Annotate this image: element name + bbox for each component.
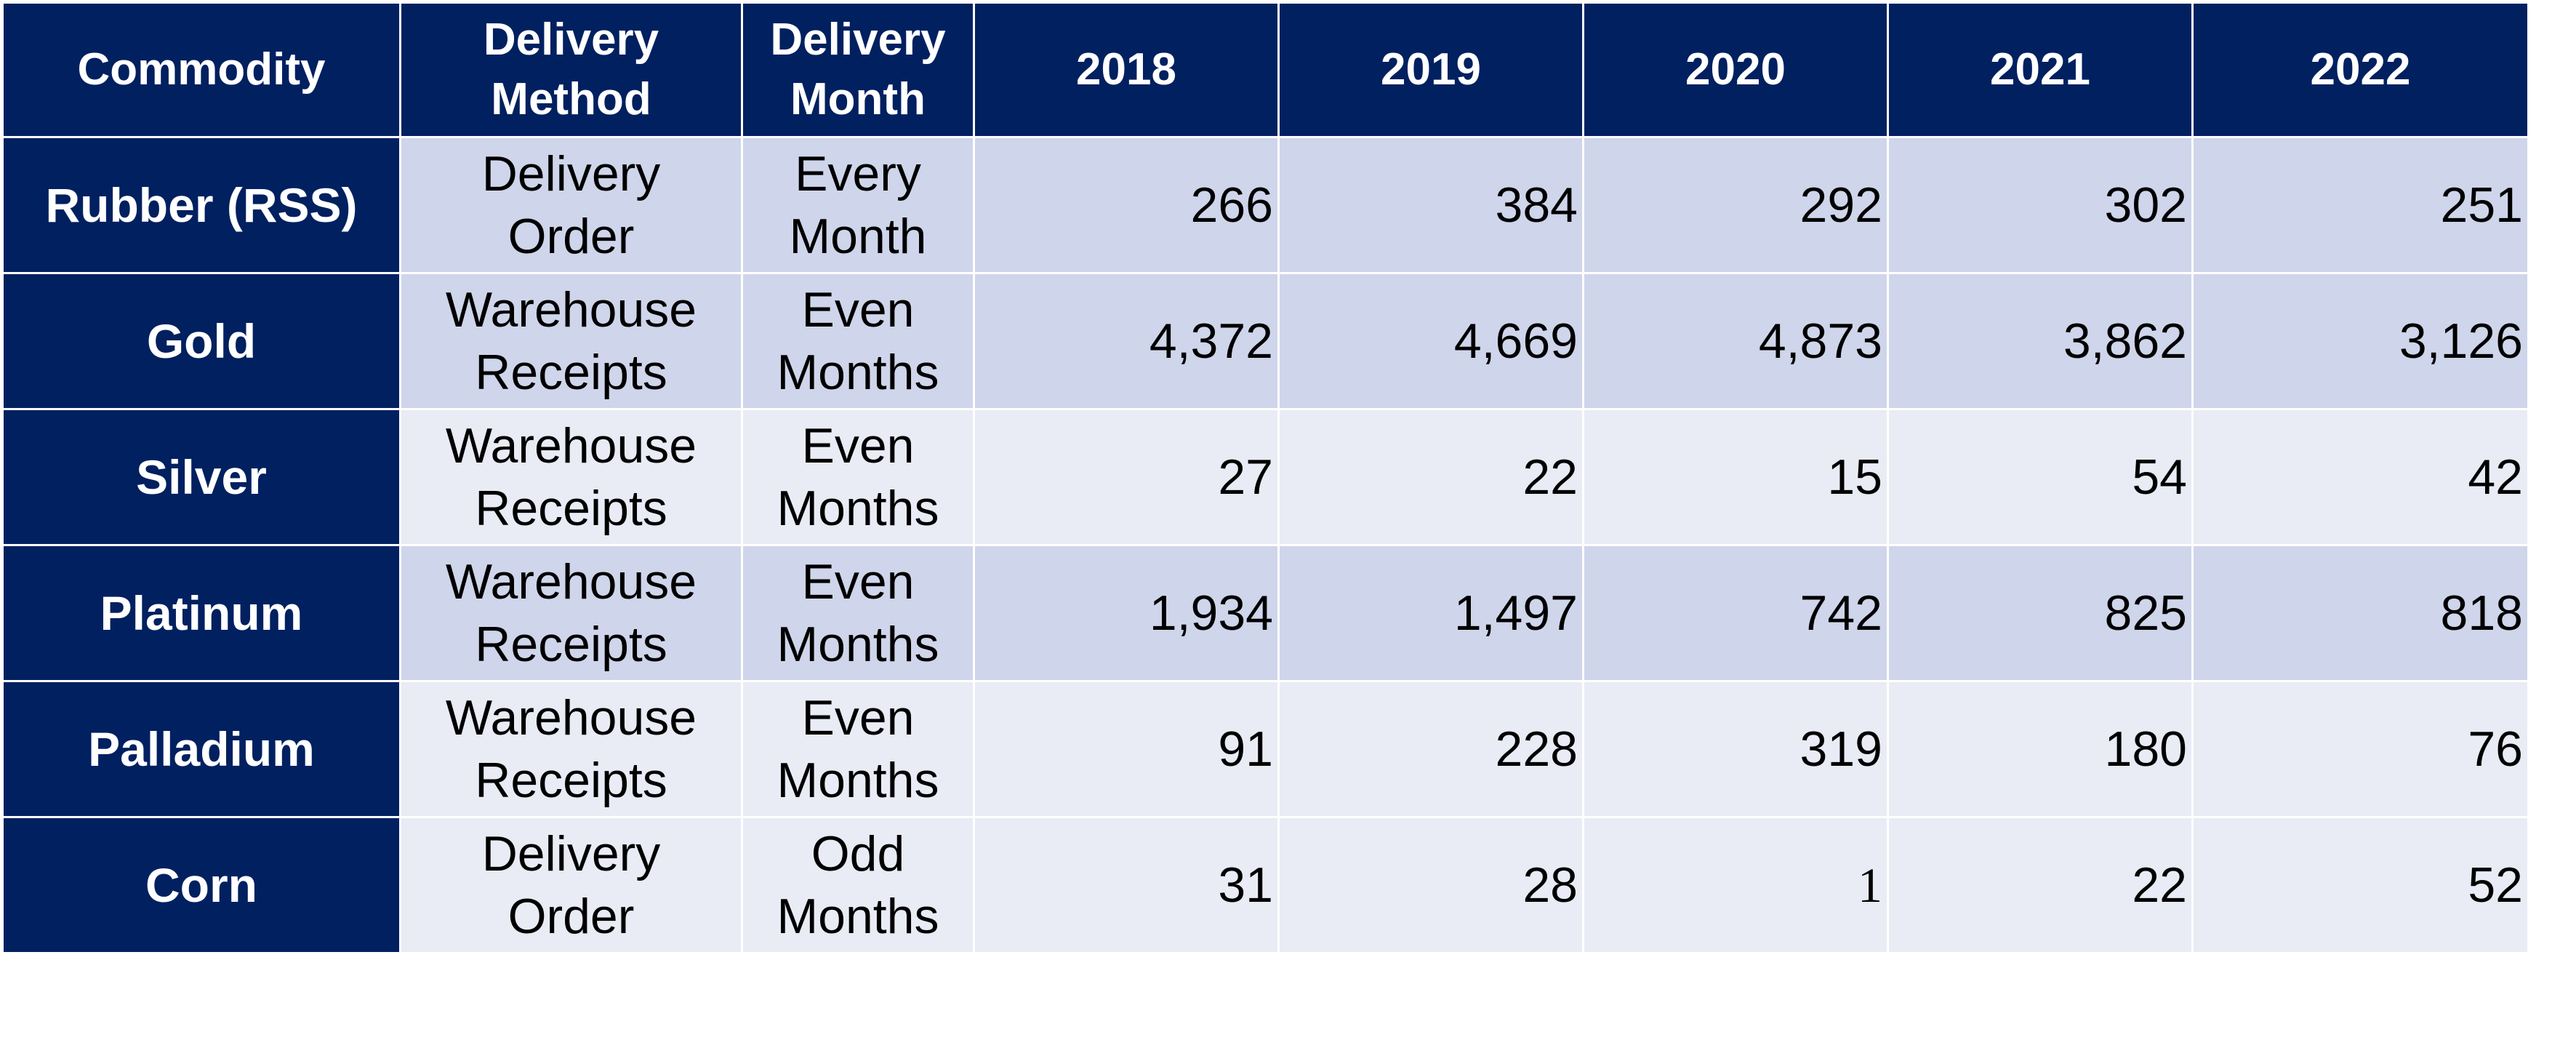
delivery-month-line-1: Odd	[811, 826, 905, 881]
delivery-month-cell: Even Months	[741, 408, 975, 546]
value-2018-cell: 91	[973, 680, 1280, 818]
header-year-2018: 2018	[973, 1, 1280, 138]
delivery-method-line-2: Receipts	[475, 617, 667, 672]
commodity-cell: Palladium	[1, 680, 401, 818]
delivery-method-cell: Delivery Order	[399, 816, 743, 954]
header-delivery-method-line-2: Method	[491, 74, 651, 124]
table-row: Silver Warehouse Receipts Even Months 27…	[1, 408, 2529, 546]
delivery-month-line-1: Even	[801, 282, 915, 337]
value-2022-cell: 3,126	[2191, 272, 2529, 410]
delivery-month-line-1: Even	[801, 690, 915, 745]
value-2020-cell: 742	[1582, 544, 1889, 682]
header-delivery-month: Delivery Month	[741, 1, 975, 138]
value-2021-cell: 180	[1887, 680, 2194, 818]
delivery-method-cell: Warehouse Receipts	[399, 408, 743, 546]
value-2022-cell: 52	[2191, 816, 2529, 954]
delivery-month-line-1: Even	[801, 554, 915, 609]
delivery-method-cell: Warehouse Receipts	[399, 680, 743, 818]
commodity-cell: Silver	[1, 408, 401, 546]
value-2021-cell: 825	[1887, 544, 2194, 682]
header-delivery-method-line-1: Delivery	[483, 15, 659, 65]
delivery-method-line-2: Receipts	[475, 481, 667, 536]
delivery-method-line-1: Warehouse	[445, 690, 697, 745]
delivery-month-line-2: Months	[777, 753, 939, 808]
header-year-2020: 2020	[1582, 1, 1889, 138]
value-2019-cell: 28	[1277, 816, 1584, 954]
delivery-method-line-2: Order	[507, 209, 635, 264]
commodity-cell: Corn	[1, 816, 401, 954]
value-2021-cell: 3,862	[1887, 272, 2194, 410]
table-row: Corn Delivery Order Odd Months 31 28 1 2…	[1, 816, 2529, 954]
value-2018-cell: 266	[973, 136, 1280, 274]
header-delivery-month-line-1: Delivery	[770, 15, 946, 65]
value-2019-cell: 4,669	[1277, 272, 1584, 410]
delivery-month-line-2: Months	[777, 345, 939, 400]
header-delivery-month-line-2: Month	[790, 74, 926, 124]
delivery-method-cell: Warehouse Receipts	[399, 544, 743, 682]
delivery-month-cell: Even Months	[741, 680, 975, 818]
table-row: Rubber (RSS) Delivery Order Every Month …	[1, 136, 2529, 274]
commodity-cell: Rubber (RSS)	[1, 136, 401, 274]
value-2018-cell: 4,372	[973, 272, 1280, 410]
commodity-cell: Gold	[1, 272, 401, 410]
delivery-method-line-1: Delivery	[481, 146, 661, 201]
delivery-month-line-1: Every	[795, 146, 921, 201]
value-2020-cell: 292	[1582, 136, 1889, 274]
value-2018-cell: 27	[973, 408, 1280, 546]
delivery-month-cell: Even Months	[741, 272, 975, 410]
delivery-month-cell: Even Months	[741, 544, 975, 682]
value-2021-cell: 302	[1887, 136, 2194, 274]
value-2020-cell: 319	[1582, 680, 1889, 818]
header-row: Commodity Delivery Method Delivery Month…	[1, 1, 2529, 138]
delivery-method-line-2: Receipts	[475, 345, 667, 400]
table-row: Platinum Warehouse Receipts Even Months …	[1, 544, 2529, 682]
header-year-2021: 2021	[1887, 1, 2194, 138]
value-2019-cell: 228	[1277, 680, 1584, 818]
delivery-method-line-2: Receipts	[475, 753, 667, 808]
value-2022-cell: 818	[2191, 544, 2529, 682]
header-commodity: Commodity	[1, 1, 401, 138]
value-2022-cell: 76	[2191, 680, 2529, 818]
delivery-method-cell: Warehouse Receipts	[399, 272, 743, 410]
delivery-method-line-1: Warehouse	[445, 418, 697, 473]
delivery-method-line-1: Delivery	[481, 826, 661, 881]
table-row: Gold Warehouse Receipts Even Months 4,37…	[1, 272, 2529, 410]
value-2021-cell: 54	[1887, 408, 2194, 546]
table-row: Palladium Warehouse Receipts Even Months…	[1, 680, 2529, 818]
delivery-volume-table: Commodity Delivery Method Delivery Month…	[1, 1, 2529, 954]
value-2019-cell: 384	[1277, 136, 1584, 274]
value-2019-cell: 1,497	[1277, 544, 1584, 682]
header-delivery-method: Delivery Method	[399, 1, 743, 138]
commodity-cell: Platinum	[1, 544, 401, 682]
value-2020-cell: 4,873	[1582, 272, 1889, 410]
delivery-month-line-2: Months	[777, 889, 939, 944]
value-2018-cell: 31	[973, 816, 1280, 954]
value-2021-cell: 22	[1887, 816, 2194, 954]
value-2022-cell: 42	[2191, 408, 2529, 546]
value-2020-cell: 15	[1582, 408, 1889, 546]
value-2019-cell: 22	[1277, 408, 1584, 546]
header-year-2019: 2019	[1277, 1, 1584, 138]
delivery-month-cell: Every Month	[741, 136, 975, 274]
delivery-month-cell: Odd Months	[741, 816, 975, 954]
delivery-method-line-1: Warehouse	[445, 554, 697, 609]
delivery-month-line-2: Months	[777, 617, 939, 672]
delivery-method-line-1: Warehouse	[445, 282, 697, 337]
value-2022-cell: 251	[2191, 136, 2529, 274]
header-year-2022: 2022	[2191, 1, 2529, 138]
delivery-month-line-2: Months	[777, 481, 939, 536]
value-2020-cell: 1	[1582, 816, 1889, 954]
delivery-month-line-1: Even	[801, 418, 915, 473]
delivery-method-cell: Delivery Order	[399, 136, 743, 274]
value-2018-cell: 1,934	[973, 544, 1280, 682]
delivery-method-line-2: Order	[507, 889, 635, 944]
delivery-month-line-2: Month	[789, 209, 927, 264]
